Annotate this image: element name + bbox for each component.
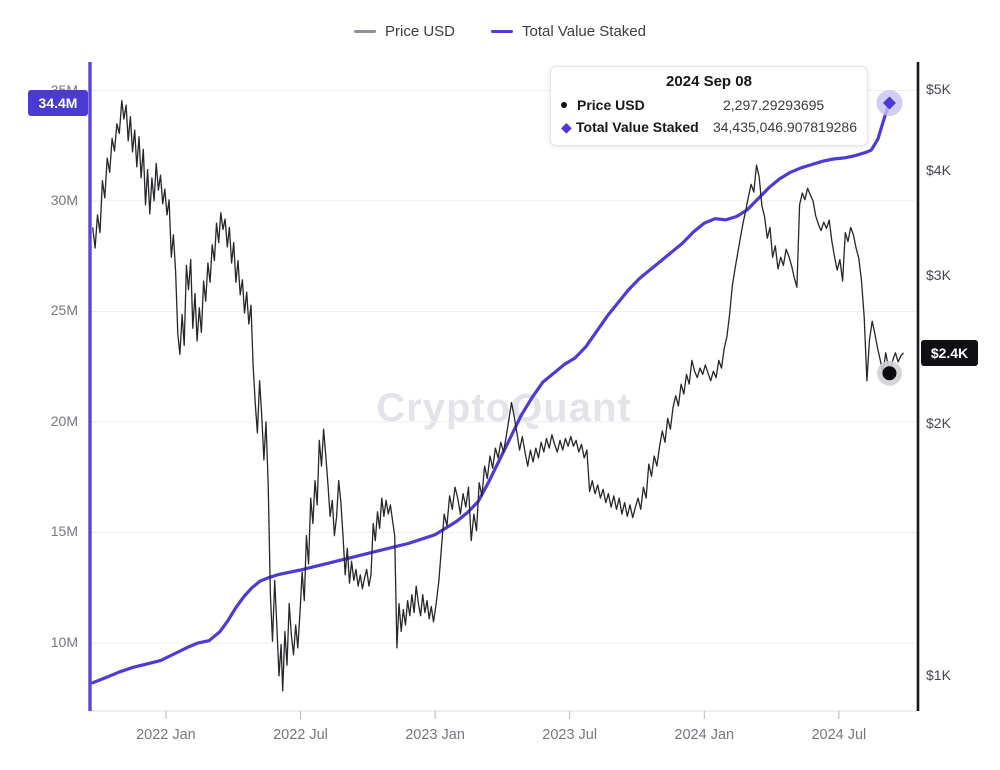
staked-legend-swatch [491,29,514,34]
price-current-badge: $2.4K [921,339,978,366]
price-legend-label: Price USD [385,23,456,40]
price-legend-swatch [354,29,376,34]
staked-legend-label: Total Value Staked [522,23,646,40]
legend: Price USD Total Value Staked [0,23,1000,40]
legend-item-price[interactable]: Price USD [354,23,455,40]
tooltip-price-row: Price USD 2,297.29293695 [561,94,857,116]
legend-item-staked[interactable]: Total Value Staked [491,23,646,40]
tooltip-staked-label: Total Value Staked [576,119,699,135]
tooltip-price-value: 2,297.29293695 [723,97,825,113]
watermark: CryptoQuant [376,386,632,430]
tooltip-staked-row: ◆ Total Value Staked 34,435,046.90781928… [561,116,857,138]
price-hover-dot [882,366,897,381]
tooltip: 2024 Sep 08 Price USD 2,297.29293695 ◆ T… [550,66,868,146]
price-line [92,99,904,692]
tooltip-date: 2024 Sep 08 [666,73,752,90]
price-dot-icon [561,102,577,108]
staked-hover-diamond [882,96,896,110]
staked-current-badge: 34.4M [28,89,88,116]
tooltip-price-label: Price USD [577,97,645,113]
staked-line [91,101,892,685]
staked-diamond-icon: ◆ [561,119,572,135]
tooltip-staked-value: 34,435,046.907819286 [712,119,857,135]
